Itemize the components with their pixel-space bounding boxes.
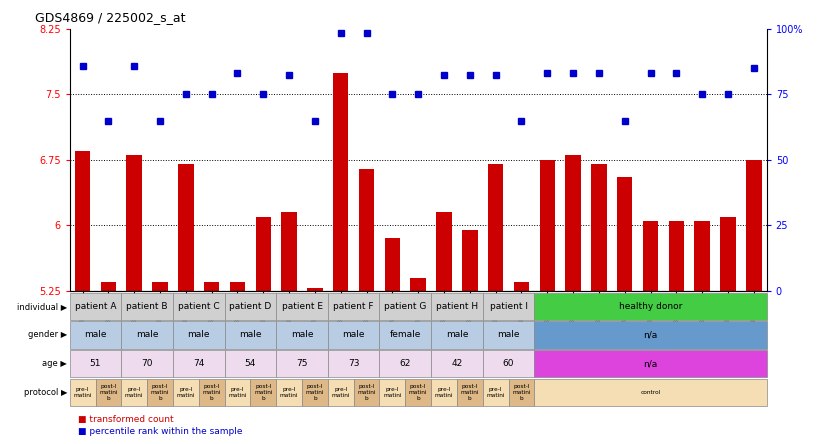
Text: post-l
matini
b: post-l matini b [151, 385, 169, 401]
Text: female: female [389, 330, 420, 340]
Bar [616, 177, 631, 291]
Text: 60: 60 [502, 359, 514, 369]
Bar [152, 282, 168, 291]
Text: control: control [640, 390, 660, 395]
Bar [487, 164, 503, 291]
Text: male: male [342, 330, 364, 340]
Text: gender ▶: gender ▶ [28, 330, 67, 340]
Text: patient A: patient A [75, 301, 116, 311]
Text: post-l
matini
b: post-l matini b [409, 385, 427, 401]
Bar [307, 288, 323, 291]
Text: ■ transformed count: ■ transformed count [78, 415, 174, 424]
Text: male: male [188, 330, 210, 340]
Text: protocol ▶: protocol ▶ [24, 388, 67, 397]
Bar [590, 164, 606, 291]
Text: post-l
matini
b: post-l matini b [357, 385, 375, 401]
Text: pre-l
matini: pre-l matini [382, 387, 401, 398]
Bar [359, 169, 373, 291]
Bar [745, 160, 761, 291]
Bar [642, 221, 658, 291]
Text: 42: 42 [450, 359, 462, 369]
Text: 51: 51 [89, 359, 101, 369]
Text: patient B: patient B [126, 301, 168, 311]
Bar [410, 278, 425, 291]
Bar [101, 282, 116, 291]
Text: male: male [446, 330, 468, 340]
Bar [513, 282, 528, 291]
Bar [204, 282, 219, 291]
Bar [333, 72, 348, 291]
Text: n/a: n/a [643, 330, 657, 340]
Text: post-l
matini
b: post-l matini b [460, 385, 478, 401]
Text: pre-l
matini: pre-l matini [279, 387, 298, 398]
Text: pre-l
matini: pre-l matini [124, 387, 143, 398]
Text: post-l
matini
b: post-l matini b [254, 385, 272, 401]
Bar [178, 164, 193, 291]
Text: post-l
matini
b: post-l matini b [512, 385, 530, 401]
Text: healthy donor: healthy donor [618, 301, 681, 311]
Text: pre-l
matini: pre-l matini [486, 387, 505, 398]
Bar [564, 155, 580, 291]
Text: pre-l
matini: pre-l matini [73, 387, 92, 398]
Text: GDS4869 / 225002_s_at: GDS4869 / 225002_s_at [35, 11, 186, 24]
Text: male: male [136, 330, 158, 340]
Text: age ▶: age ▶ [43, 359, 67, 369]
Text: 62: 62 [399, 359, 410, 369]
Text: individual ▶: individual ▶ [17, 301, 67, 311]
Text: patient E: patient E [281, 301, 322, 311]
Text: patient C: patient C [178, 301, 219, 311]
Text: male: male [291, 330, 313, 340]
Text: patient F: patient F [333, 301, 373, 311]
Text: pre-l
matini: pre-l matini [228, 387, 247, 398]
Bar [436, 212, 451, 291]
Bar [719, 217, 735, 291]
Text: patient H: patient H [436, 301, 477, 311]
Text: pre-l
matini: pre-l matini [176, 387, 195, 398]
Text: 70: 70 [141, 359, 152, 369]
Text: pre-l
matini: pre-l matini [434, 387, 453, 398]
Bar [667, 221, 683, 291]
Bar [126, 155, 142, 291]
Text: n/a: n/a [643, 359, 657, 369]
Bar [229, 282, 245, 291]
Bar [75, 151, 90, 291]
Text: post-l
matini
b: post-l matini b [202, 385, 220, 401]
Bar [539, 160, 554, 291]
Bar [384, 238, 400, 291]
Bar [462, 230, 477, 291]
Text: pre-l
matini: pre-l matini [331, 387, 350, 398]
Text: 54: 54 [244, 359, 256, 369]
Text: male: male [239, 330, 261, 340]
Text: patient G: patient G [383, 301, 426, 311]
Bar [281, 212, 296, 291]
Text: 75: 75 [296, 359, 307, 369]
Text: male: male [84, 330, 106, 340]
Bar [256, 217, 271, 291]
Text: post-l
matini
b: post-l matini b [305, 385, 324, 401]
Text: 74: 74 [192, 359, 204, 369]
Text: male: male [496, 330, 519, 340]
Text: 73: 73 [347, 359, 359, 369]
Bar [694, 221, 709, 291]
Text: post-l
matini
b: post-l matini b [99, 385, 118, 401]
Text: ■ percentile rank within the sample: ■ percentile rank within the sample [78, 427, 242, 436]
Text: patient I: patient I [489, 301, 527, 311]
Text: patient D: patient D [229, 301, 271, 311]
